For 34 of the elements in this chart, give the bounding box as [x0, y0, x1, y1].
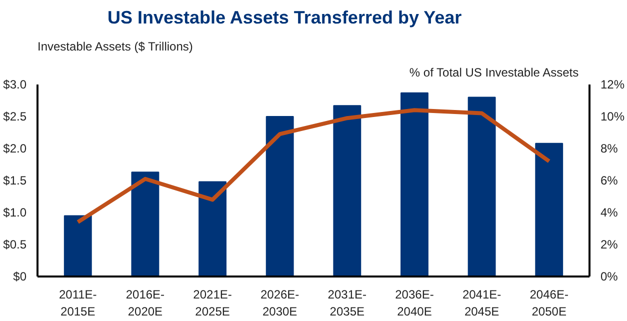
- y-axis-title: Investable Assets ($ Trillions): [38, 40, 193, 54]
- bar: [400, 92, 428, 276]
- y-tick-label: $2.5: [3, 110, 27, 124]
- y2-tick-label: 2%: [600, 238, 618, 252]
- chart-title: US Investable Assets Transferred by Year: [108, 8, 462, 28]
- x-tick-label: 2011E- 2015E: [58, 288, 97, 318]
- x-tick-label: 2036E- 2040E: [395, 288, 434, 318]
- y-tick-label: $3.0: [3, 78, 27, 92]
- x-tick-label: 2026E- 2030E: [260, 288, 300, 318]
- y-tick-label: $0.5: [3, 238, 27, 252]
- y2-tick-label: 12%: [600, 78, 625, 92]
- bar: [198, 181, 226, 276]
- x-tick-label: 2031E- 2035E: [328, 288, 367, 318]
- y-tick-label: $2.0: [3, 142, 27, 156]
- y2-tick-label: 10%: [600, 110, 625, 124]
- bar: [266, 116, 294, 276]
- bar: [131, 172, 160, 276]
- x-tick-label: 2046E- 2050E: [530, 288, 568, 318]
- line-series: [76, 108, 552, 224]
- bar: [535, 142, 564, 276]
- y-tick-label: $0: [13, 270, 27, 284]
- y2-tick-label: 6%: [600, 174, 618, 188]
- bar: [468, 96, 496, 276]
- bar: [333, 105, 362, 276]
- y2-tick-label: 4%: [600, 206, 618, 220]
- x-tick-label: 2016E- 2020E: [126, 288, 165, 318]
- y2-tick-label: 8%: [600, 142, 618, 156]
- y2-tick-label: 0%: [600, 270, 618, 284]
- x-tick-label: 2041E- 2045E: [462, 288, 502, 318]
- bar: [64, 215, 92, 276]
- y-tick-label: $1.0: [3, 206, 27, 220]
- x-tick-label: 2021E- 2025E: [193, 288, 232, 318]
- y-tick-label: $1.5: [3, 174, 27, 188]
- y2-axis-title: % of Total US Investable Assets: [409, 66, 579, 80]
